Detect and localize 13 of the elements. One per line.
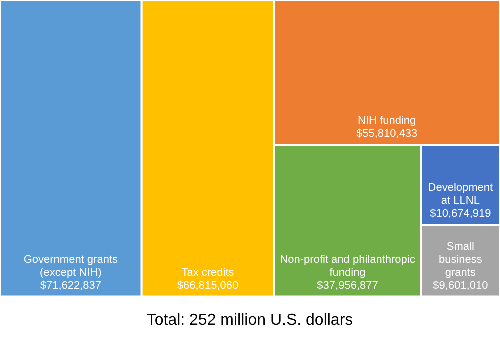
category-label: Tax credits: [182, 266, 235, 279]
data-label: $71,622,837: [40, 280, 102, 292]
data-label: $9,601,010: [433, 280, 488, 292]
text: Total: 252 million U.S. dollars: [146, 312, 354, 329]
data-label: $66,815,060: [177, 280, 239, 292]
category-label: NIH funding: [358, 115, 416, 128]
category-label: Government grants (except NIH): [24, 254, 118, 279]
category-label: Small business grants: [438, 240, 483, 279]
category-label: Development at LLNL: [428, 182, 494, 208]
category-label: Non-profit and philanthropic funding: [280, 254, 416, 279]
data-label: $55,810,433: [356, 128, 418, 140]
data-label: $37,956,877: [317, 280, 378, 292]
data-label: $10,674,919: [430, 208, 492, 220]
